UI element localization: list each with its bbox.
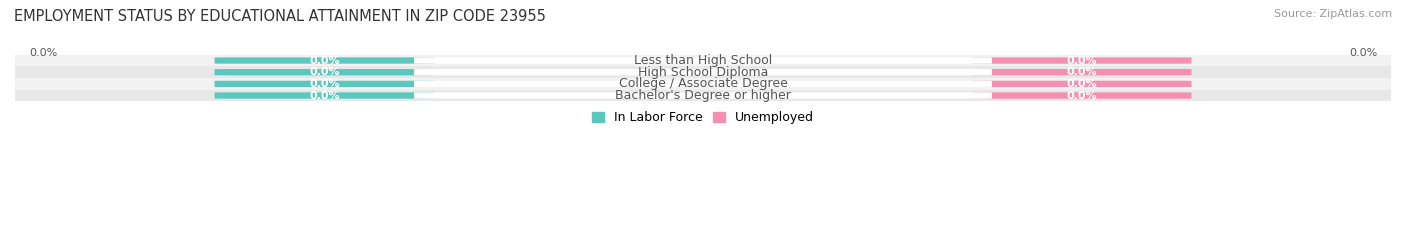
FancyBboxPatch shape — [413, 69, 993, 75]
Text: 0.0%: 0.0% — [1066, 79, 1097, 89]
Text: High School Diploma: High School Diploma — [638, 66, 768, 79]
Legend: In Labor Force, Unemployed: In Labor Force, Unemployed — [592, 111, 814, 124]
Text: 0.0%: 0.0% — [309, 55, 340, 65]
FancyBboxPatch shape — [972, 69, 1191, 75]
Text: Less than High School: Less than High School — [634, 54, 772, 67]
Bar — [15, 66, 1391, 78]
Text: 0.0%: 0.0% — [1066, 67, 1097, 77]
FancyBboxPatch shape — [215, 92, 434, 99]
Text: 0.0%: 0.0% — [1348, 48, 1378, 58]
Text: EMPLOYMENT STATUS BY EDUCATIONAL ATTAINMENT IN ZIP CODE 23955: EMPLOYMENT STATUS BY EDUCATIONAL ATTAINM… — [14, 9, 546, 24]
Text: Source: ZipAtlas.com: Source: ZipAtlas.com — [1274, 9, 1392, 19]
Text: Bachelor's Degree or higher: Bachelor's Degree or higher — [614, 89, 792, 102]
FancyBboxPatch shape — [972, 81, 1191, 87]
FancyBboxPatch shape — [413, 81, 993, 87]
Text: 0.0%: 0.0% — [1066, 55, 1097, 65]
FancyBboxPatch shape — [215, 81, 434, 87]
Bar — [15, 55, 1391, 66]
FancyBboxPatch shape — [413, 92, 993, 99]
Text: College / Associate Degree: College / Associate Degree — [619, 77, 787, 90]
FancyBboxPatch shape — [413, 57, 993, 64]
Text: 0.0%: 0.0% — [309, 79, 340, 89]
Bar — [15, 90, 1391, 101]
Text: 0.0%: 0.0% — [309, 67, 340, 77]
FancyBboxPatch shape — [972, 57, 1191, 64]
FancyBboxPatch shape — [972, 92, 1191, 99]
Text: 0.0%: 0.0% — [309, 91, 340, 100]
FancyBboxPatch shape — [215, 57, 434, 64]
Bar — [15, 78, 1391, 90]
FancyBboxPatch shape — [215, 69, 434, 75]
Text: 0.0%: 0.0% — [28, 48, 58, 58]
Text: 0.0%: 0.0% — [1066, 91, 1097, 100]
